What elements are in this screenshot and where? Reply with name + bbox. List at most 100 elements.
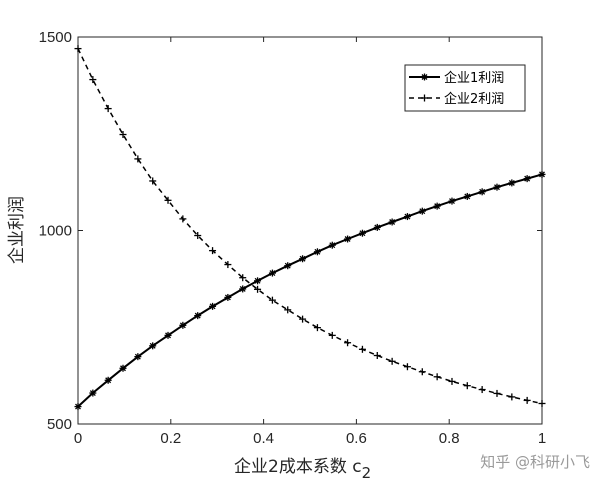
- data-point: [209, 247, 217, 255]
- series-markers-1: [74, 170, 546, 411]
- data-point: [313, 248, 321, 256]
- data-point: [268, 296, 276, 304]
- x-tick-label: 1: [538, 430, 546, 447]
- data-point: [254, 277, 262, 285]
- data-point: [134, 353, 142, 361]
- data-point: [373, 223, 381, 231]
- data-point: [433, 202, 441, 210]
- data-point: [388, 357, 396, 365]
- series-line-2: [77, 48, 543, 405]
- data-point: [463, 192, 471, 200]
- series-layer: [74, 45, 546, 411]
- data-point: [299, 255, 307, 263]
- x-tick-label: 0: [74, 430, 82, 447]
- marker-stroke: [299, 255, 306, 262]
- data-point: [209, 302, 217, 310]
- x-tick-label: 0.2: [160, 430, 181, 447]
- data-point: [89, 76, 97, 84]
- data-point: [239, 285, 247, 293]
- data-point: [284, 306, 292, 314]
- data-point: [373, 352, 381, 360]
- data-point: [344, 339, 352, 347]
- marker-stroke: [284, 262, 291, 269]
- marker-stroke: [120, 365, 126, 372]
- legend-label-series-2: 企业2利润: [444, 91, 504, 107]
- data-point: [538, 170, 546, 178]
- x-axis-label: 企业2成本系数 c2: [234, 457, 371, 482]
- x-tick-label: 0.6: [346, 430, 367, 447]
- data-point: [74, 45, 82, 53]
- data-point: [403, 213, 411, 221]
- data-point: [313, 324, 321, 332]
- data-point: [119, 131, 127, 139]
- data-point: [194, 232, 202, 240]
- marker-stroke: [419, 208, 426, 215]
- data-point: [523, 396, 531, 404]
- marker-stroke: [179, 322, 186, 329]
- data-point: [134, 155, 142, 163]
- data-point: [508, 393, 516, 401]
- marker-stroke: [359, 230, 366, 237]
- data-point: [299, 315, 307, 323]
- data-point: [224, 261, 232, 269]
- marker-stroke: [89, 390, 96, 396]
- marker-stroke: [239, 285, 246, 292]
- marker-stroke: [149, 342, 156, 349]
- marker-stroke: [404, 213, 411, 220]
- marker-stroke: [254, 277, 261, 284]
- y-tick-label: 500: [47, 416, 72, 433]
- marker-stroke: [539, 171, 545, 178]
- marker-stroke: [224, 294, 231, 301]
- marker-stroke: [344, 236, 351, 242]
- data-point: [463, 382, 471, 390]
- x-tick-label: 0.8: [439, 430, 460, 447]
- x-tick-label: 0.4: [253, 430, 274, 447]
- data-point: [523, 175, 531, 183]
- legend-marker-series-2: [421, 94, 428, 102]
- data-point: [268, 269, 276, 277]
- marker-stroke: [269, 270, 276, 277]
- y-axis-label: 企业利润: [7, 196, 27, 264]
- data-point: [328, 331, 336, 339]
- data-point: [149, 177, 157, 185]
- data-point: [418, 207, 426, 215]
- data-point: [89, 389, 97, 397]
- marker-stroke: [314, 248, 321, 255]
- marker-stroke: [329, 242, 336, 249]
- data-point: [493, 389, 501, 397]
- legend-box: [404, 64, 526, 112]
- marker-stroke: [494, 184, 500, 191]
- x-axis-label-main: 企业2成本系数 c: [234, 457, 362, 477]
- data-point: [508, 179, 516, 187]
- x-axis-label-subscript: 2: [362, 464, 372, 482]
- data-point: [448, 197, 456, 205]
- marker-stroke: [449, 198, 455, 205]
- data-point: [478, 386, 486, 394]
- legend-marker-series-1: [421, 73, 428, 81]
- data-point: [179, 321, 187, 329]
- data-point: [119, 364, 127, 372]
- data-point: [478, 188, 486, 196]
- data-point: [344, 235, 352, 243]
- data-point: [74, 403, 82, 411]
- data-point: [149, 342, 157, 350]
- marker-stroke: [165, 332, 171, 339]
- marker-stroke: [389, 219, 396, 225]
- data-point: [328, 241, 336, 249]
- legend-marker-glyph: [421, 94, 428, 102]
- marker-stroke: [374, 224, 381, 231]
- data-point: [164, 331, 172, 339]
- data-point: [164, 196, 172, 204]
- data-point: [104, 376, 112, 384]
- marker-stroke: [134, 353, 141, 360]
- y-tick-label: 1000: [39, 223, 72, 240]
- data-point: [493, 183, 501, 191]
- series-markers-2: [74, 45, 546, 407]
- legend-label-series-1: 企业1利润: [444, 70, 504, 86]
- data-point: [358, 229, 366, 237]
- data-point: [104, 105, 112, 113]
- data-point: [433, 373, 441, 381]
- marker-stroke: [508, 179, 515, 186]
